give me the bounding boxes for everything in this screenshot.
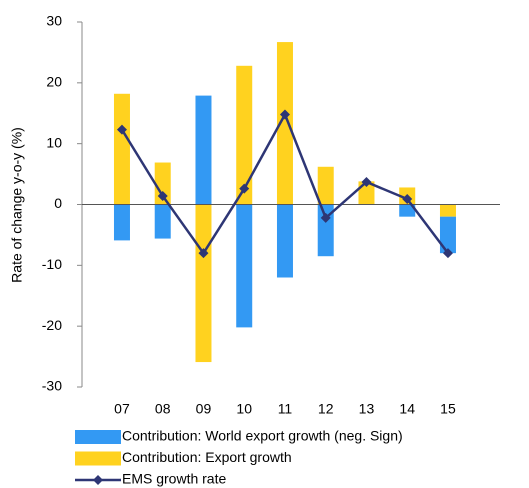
- marker: [320, 212, 331, 223]
- bar: [195, 95, 212, 205]
- bar: [276, 42, 293, 205]
- legend-swatch: [75, 430, 121, 444]
- bar: [154, 162, 171, 205]
- legend-marker: [93, 475, 103, 485]
- y-tick-label: -10: [42, 256, 62, 272]
- bar: [113, 93, 130, 205]
- bar: [113, 204, 130, 241]
- marker: [157, 190, 168, 201]
- bar: [439, 204, 456, 217]
- marker: [116, 124, 127, 135]
- x-tick-label: 09: [196, 401, 212, 417]
- legend-label: Contribution: World export growth (neg. …: [122, 428, 403, 444]
- y-tick-label: -20: [42, 317, 62, 333]
- legend-label: EMS growth rate: [122, 471, 226, 487]
- x-tick-label: 13: [359, 401, 375, 417]
- x-tick-label: 12: [318, 401, 334, 417]
- x-tick-label: 11: [278, 401, 293, 417]
- bar: [317, 166, 334, 205]
- bar: [236, 65, 253, 205]
- x-tick-label: 14: [399, 401, 415, 417]
- bar: [154, 204, 171, 239]
- x-tick-label: 10: [236, 401, 252, 417]
- marker: [279, 109, 290, 120]
- y-tick-label: 30: [46, 13, 62, 29]
- bar: [236, 204, 253, 328]
- marker: [198, 248, 209, 259]
- x-tick-label: 08: [155, 401, 171, 417]
- y-tick-label: -30: [42, 378, 62, 394]
- marker: [402, 194, 413, 205]
- bar: [439, 216, 456, 254]
- marker: [239, 183, 250, 194]
- y-tick-label: 10: [46, 134, 62, 150]
- x-tick-label: 15: [440, 401, 456, 417]
- marker: [361, 176, 372, 187]
- bar: [399, 204, 416, 217]
- legend-label: Contribution: Export growth: [122, 449, 292, 465]
- y-tick-label: 0: [54, 195, 62, 211]
- bar: [195, 204, 212, 363]
- x-tick-label: 07: [114, 401, 130, 417]
- marker: [442, 248, 453, 259]
- legend-swatch: [75, 451, 121, 466]
- y-tick-label: 20: [46, 74, 62, 90]
- bar: [276, 204, 293, 278]
- y-axis-label: Rate of change y-o-y (%): [9, 127, 25, 283]
